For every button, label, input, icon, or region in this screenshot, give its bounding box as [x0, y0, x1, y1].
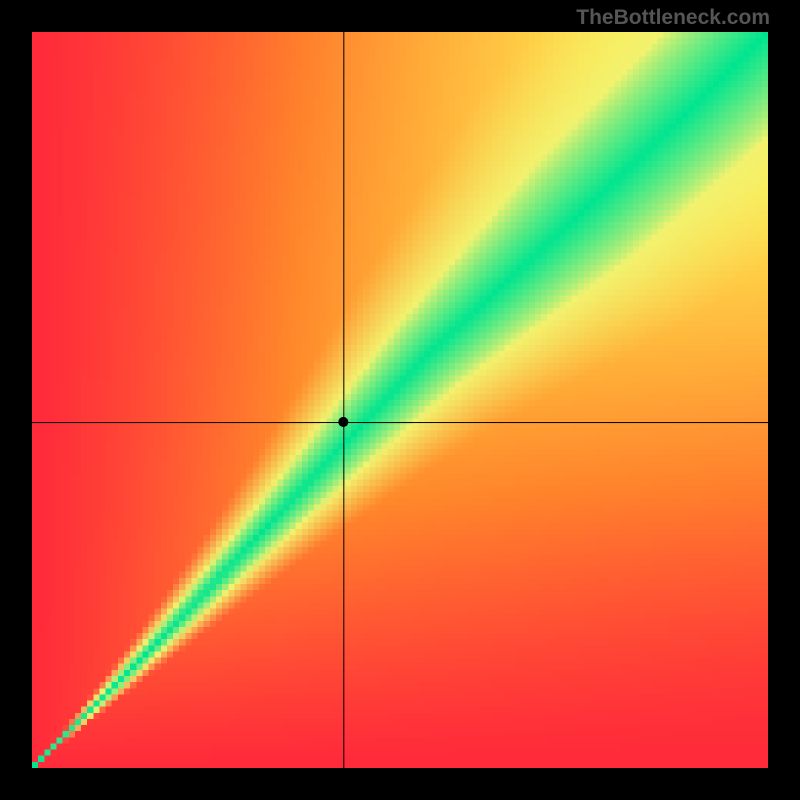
- chart-container: TheBottleneck.com: [0, 0, 800, 800]
- crosshair-overlay: [32, 32, 768, 768]
- plot-area: [32, 32, 768, 768]
- watermark-text: TheBottleneck.com: [576, 6, 770, 30]
